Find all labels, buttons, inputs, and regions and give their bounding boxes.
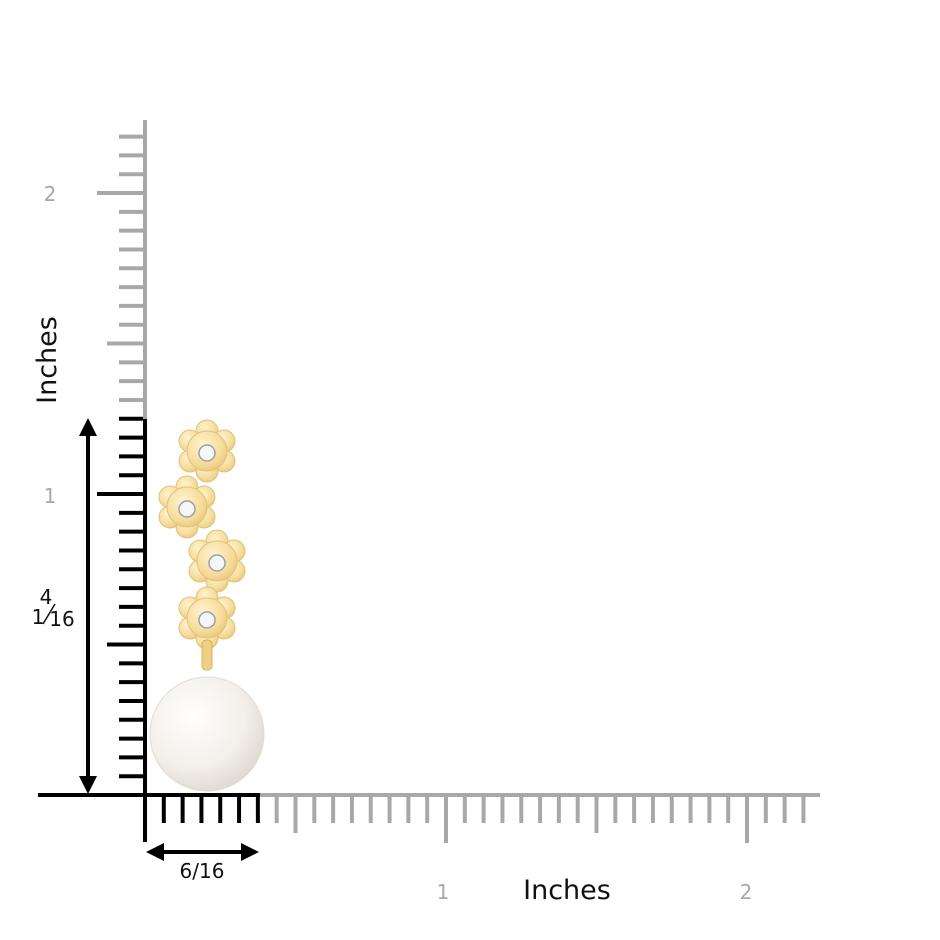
y-tick-label: 2 (44, 182, 57, 206)
y-tick-label: 1 (44, 484, 57, 508)
height-denominator: 16 (49, 607, 74, 631)
ruler (97, 134, 806, 843)
height-numerator: 4 (40, 585, 53, 609)
x-tick-label: 2 (740, 880, 753, 904)
width-label: 6/16 (180, 859, 225, 883)
height-whole: 1 (32, 605, 45, 629)
x-axis-label: Inches (523, 875, 611, 906)
width-arrow (146, 843, 259, 861)
y-axis-label: Inches (32, 316, 63, 404)
earring (149, 419, 265, 792)
fraction-slash (42, 603, 56, 625)
x-tick-label: 1 (437, 880, 450, 904)
height-arrow (79, 418, 97, 794)
